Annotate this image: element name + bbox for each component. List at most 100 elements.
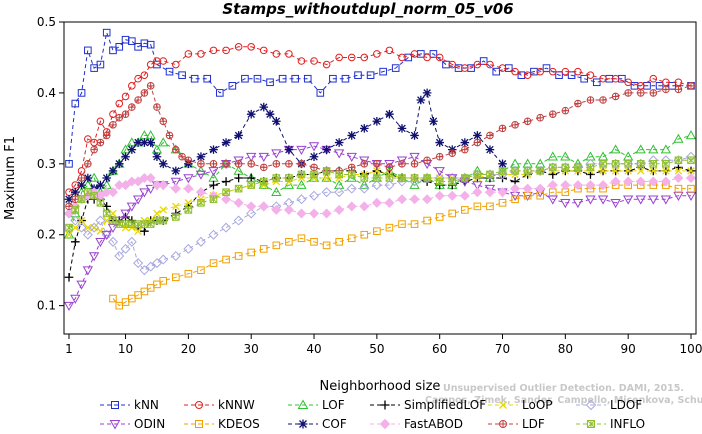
point-ldf-37	[410, 160, 419, 168]
series-knnw	[65, 43, 695, 196]
point-inflo-2	[77, 195, 86, 204]
legend-label-ldf: LDF	[522, 417, 545, 431]
point-kdeos-17	[272, 241, 281, 250]
point-knnw-49	[586, 71, 595, 79]
point-ldf-2	[77, 174, 86, 182]
point-knnw-22	[247, 43, 256, 51]
point-cof-19	[209, 145, 218, 154]
point-knnw-32	[373, 50, 381, 58]
legend-item-ldof: LDOF	[576, 398, 642, 412]
point-knnw-11	[134, 74, 142, 83]
point-ldf-44	[498, 124, 507, 133]
point-fastabod-21	[233, 197, 244, 208]
point-ldof-22	[246, 208, 257, 219]
point-fastabod-24	[271, 204, 282, 215]
point-ldf-43	[486, 131, 494, 140]
point-loop-14	[153, 209, 161, 218]
point-knn-29	[341, 74, 350, 83]
point-inflo-1	[71, 206, 80, 214]
point-ldf-25	[259, 163, 268, 172]
point-inflo-20	[222, 188, 230, 196]
point-simplifiedlof-12	[140, 226, 149, 236]
point-loop-51	[611, 167, 620, 175]
legend-label-odin: ODIN	[134, 417, 165, 431]
y-tick-label-1: 0.2	[37, 228, 56, 242]
point-loop-53	[636, 167, 645, 175]
point-knnw-52	[624, 78, 632, 87]
x-tick-label-8: 80	[558, 342, 573, 356]
legend-label-kdeos: KDEOS	[218, 417, 260, 431]
point-fastabod-23	[258, 201, 269, 212]
legend-marker-lof	[297, 399, 309, 409]
legend-label-fastabod: FastABOD	[404, 417, 463, 431]
y-tick-label-2: 0.3	[37, 157, 56, 171]
point-knn-17	[190, 74, 199, 83]
point-ldof-9	[120, 243, 131, 254]
point-loop-1	[71, 223, 80, 232]
point-knn-49	[592, 78, 601, 87]
point-knnw-10	[128, 82, 136, 90]
point-kdeos-50	[687, 184, 695, 193]
point-cof-33	[372, 116, 382, 126]
point-cof-21	[234, 131, 243, 140]
point-knnw-16	[172, 60, 180, 69]
point-ldf-5	[96, 138, 105, 147]
point-cof-44	[485, 145, 495, 154]
point-fastabod-31	[359, 201, 370, 212]
point-knnw-37	[435, 53, 444, 62]
point-odin-9	[120, 209, 131, 219]
point-ldof-33	[384, 180, 395, 191]
point-knn-10	[128, 37, 136, 45]
point-knnw-51	[611, 74, 620, 83]
chart-title: Stamps_withoutdupl_norm_05_v06	[222, 0, 513, 18]
point-lof-51	[610, 144, 621, 154]
point-fastabod-16	[170, 183, 181, 194]
point-loop-52	[624, 167, 632, 175]
point-kdeos-0	[109, 294, 117, 303]
point-ldf-27	[285, 160, 293, 168]
legend-marker-ldof	[585, 399, 597, 411]
point-ldof-3	[82, 229, 93, 240]
point-loop-3	[84, 223, 92, 232]
point-ldof-27	[309, 190, 320, 201]
point-ldof-28	[321, 187, 332, 198]
point-odin-5	[95, 238, 106, 248]
point-loop-54	[649, 167, 658, 175]
point-inflo-48	[574, 163, 582, 172]
point-cof-28	[309, 152, 319, 162]
point-fastabod-38	[447, 190, 458, 201]
point-inflo-57	[687, 156, 695, 165]
point-kdeos-27	[398, 220, 406, 228]
legend-marker-simplifiedlof	[380, 400, 390, 410]
legend-item-cof: COF	[288, 417, 347, 431]
point-knnw-27	[310, 57, 318, 65]
point-odin-57	[685, 191, 697, 202]
point-ldf-39	[435, 152, 444, 161]
point-knnw-8	[115, 99, 124, 108]
point-knnw-34	[398, 53, 406, 62]
point-inflo-37	[435, 177, 444, 186]
point-cof-42	[460, 138, 470, 147]
point-kdeos-12	[209, 259, 218, 267]
point-fastabod-9	[120, 180, 131, 191]
legend-marker-knnw	[195, 401, 203, 409]
point-knn-5	[96, 60, 105, 69]
point-inflo-51	[611, 160, 620, 168]
point-lof-54	[648, 144, 659, 154]
point-loop-16	[172, 202, 180, 211]
point-inflo-45	[536, 167, 545, 175]
point-inflo-32	[373, 174, 381, 182]
point-odin-54	[648, 195, 659, 205]
watermark-line-1: Unsupervised Outlier Detection. DAMI, 20…	[443, 383, 684, 394]
point-fastabod-52	[623, 176, 634, 187]
series-line-knn	[68, 30, 691, 164]
x-tick-label-1: 10	[118, 342, 133, 356]
point-fastabod-51	[610, 176, 621, 187]
point-ldof-29	[334, 187, 345, 198]
point-inflo-47	[561, 163, 570, 172]
point-ldof-19	[208, 229, 219, 240]
point-ldof-31	[359, 183, 370, 194]
point-knnw-28	[322, 60, 331, 69]
point-ldf-4	[90, 145, 98, 154]
point-loop-50	[599, 167, 607, 175]
